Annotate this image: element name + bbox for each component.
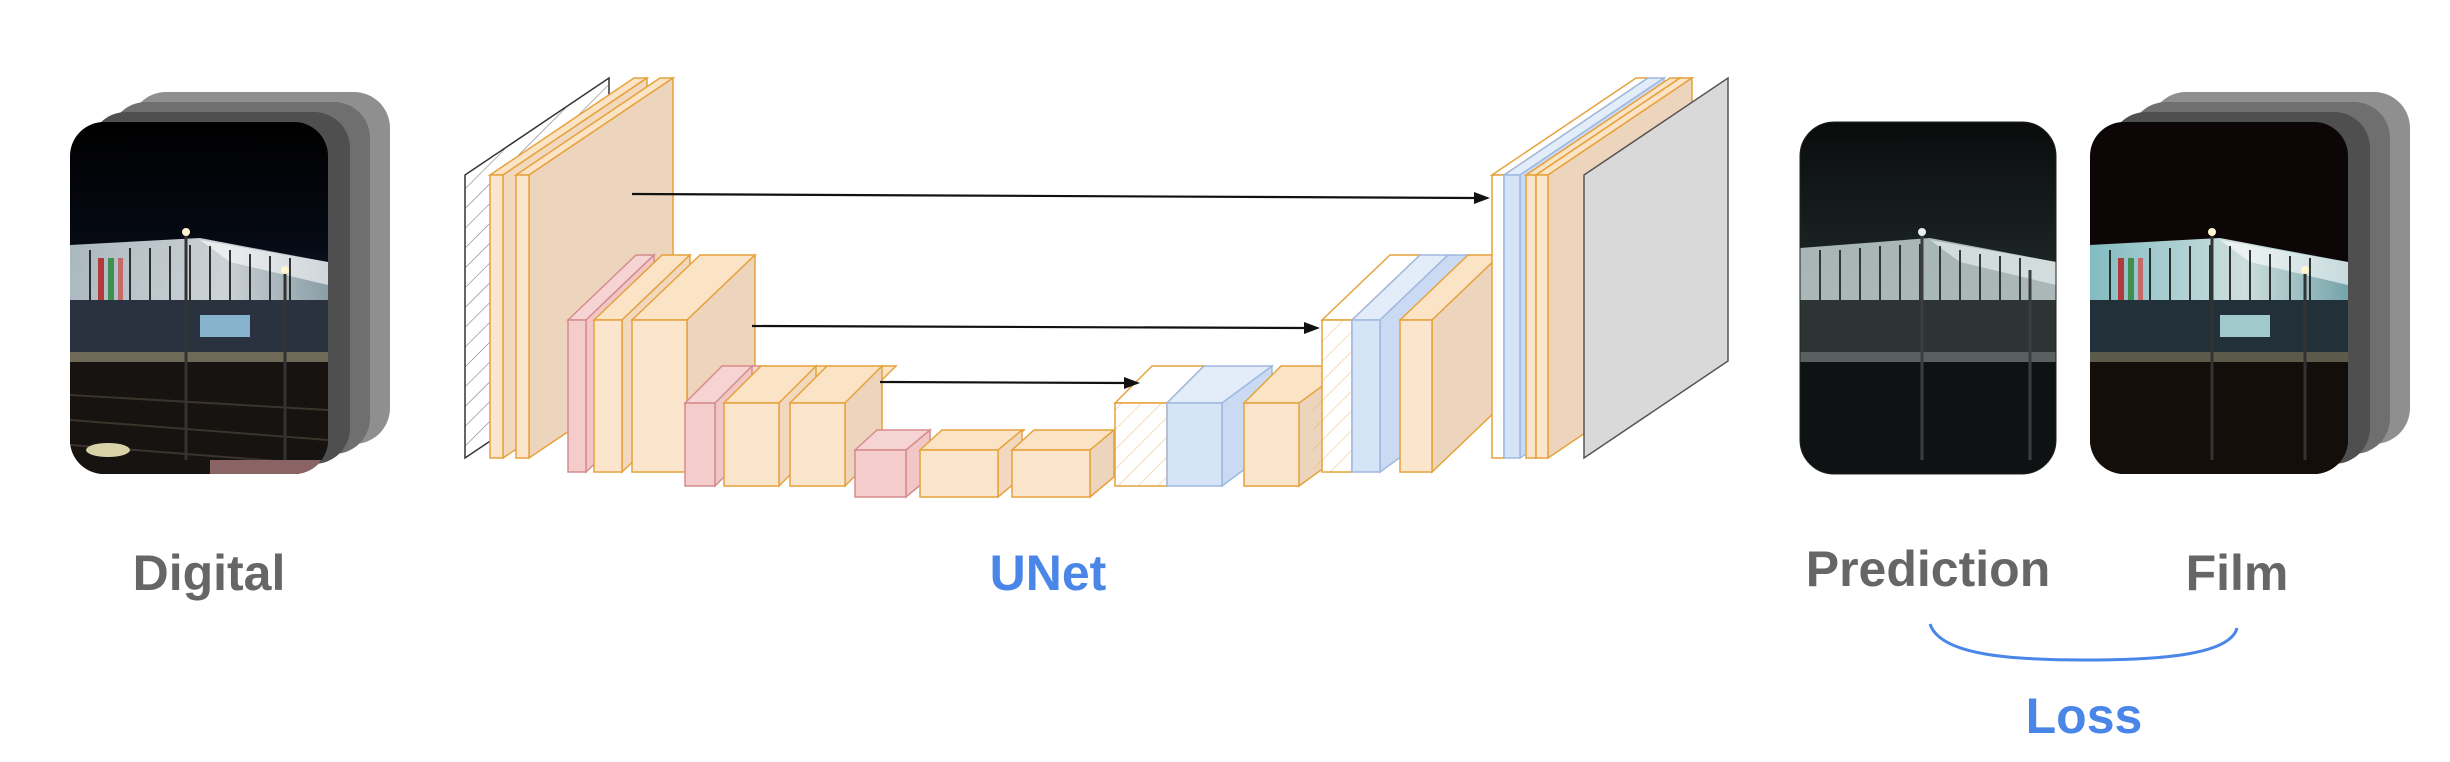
unet-label: UNet xyxy=(990,545,1107,601)
unet-decoder xyxy=(1113,76,1729,488)
film-label: Film xyxy=(2186,545,2289,601)
bottleneck-conv-b xyxy=(1010,428,1116,499)
skip-concat-2 xyxy=(1320,254,1422,473)
digital-label: Digital xyxy=(133,545,286,601)
prediction-label: Prediction xyxy=(1806,541,2050,597)
pool-block-4 xyxy=(853,428,932,499)
prediction-photo xyxy=(1799,121,2057,475)
film-photo xyxy=(2090,122,2348,474)
conv-block-up-2 xyxy=(1398,253,1502,474)
digital-photo xyxy=(70,122,328,474)
skip-concat-3 xyxy=(1113,365,1206,487)
film-photo-stack xyxy=(2090,92,2410,474)
loss-label: Loss xyxy=(2026,688,2143,744)
skip-connections xyxy=(631,192,1490,389)
skip-arrow-2 xyxy=(751,322,1320,334)
unet-encoder xyxy=(464,76,1116,499)
digital-photo-stack xyxy=(70,92,390,474)
bottleneck-conv-a xyxy=(918,428,1026,499)
skip-arrow-1 xyxy=(631,192,1490,204)
output-layer xyxy=(1583,76,1729,460)
skip-arrow-3 xyxy=(879,377,1140,389)
loss-bracket xyxy=(1928,623,2239,662)
